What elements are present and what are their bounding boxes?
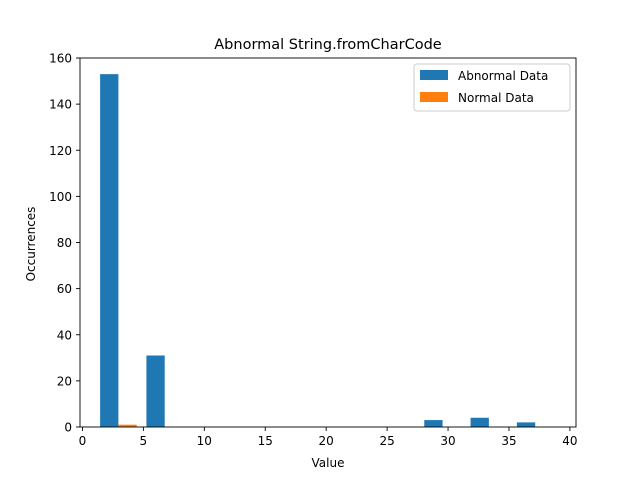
y-tick-label: 60 [57,282,72,296]
legend: Abnormal Data Normal Data [413,63,571,112]
y-tick-label: 140 [49,98,72,112]
x-tick-label: 30 [440,434,455,448]
legend-frame [413,63,571,112]
y-tick-label: 80 [57,236,72,250]
x-tick-label: 20 [319,434,334,448]
bar-abnormal-data-3 [470,417,489,427]
y-tick-label: 160 [49,52,72,66]
legend-label-normal-data: Normal Data [458,91,534,105]
bar-abnormal-data-2 [424,420,443,427]
chart-title: Abnormal String.fromCharCode [214,37,442,53]
bar-normal-data-0 [118,424,137,427]
x-tick-label: 0 [79,434,87,448]
legend-label-abnormal-data: Abnormal Data [458,69,548,83]
x-tick-label: 35 [501,434,516,448]
x-tick-label: 10 [197,434,212,448]
bar-abnormal-data-1 [146,355,165,427]
legend-swatch-abnormal-data [420,70,448,80]
bar-abnormal-data-4 [516,422,536,427]
y-tick-label: 20 [57,374,72,388]
x-tick-label: 40 [562,434,577,448]
x-axis-label: Value [312,456,345,470]
legend-swatch-normal-data [420,92,448,102]
x-tick-label: 15 [258,434,273,448]
y-tick-label: 100 [49,190,72,204]
y-tick-label: 0 [64,421,72,435]
y-axis-label: Occurrences [24,207,38,282]
bar-abnormal-data-0 [100,74,119,427]
x-tick-label: 25 [379,434,394,448]
bars-layer [100,74,536,427]
x-tick-label: 5 [140,434,148,448]
y-tick-label: 120 [49,144,72,158]
y-tick-label: 40 [57,328,72,342]
axes-layer: 0 5 10 15 20 25 30 35 40 0 20 40 60 80 100 120 140 160 [49,52,577,449]
